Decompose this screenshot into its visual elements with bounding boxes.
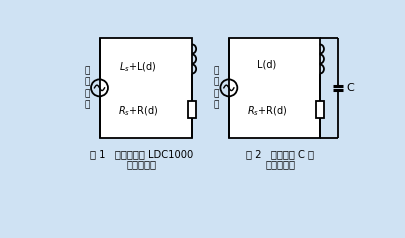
Text: 线圈原理图: 线圈原理图 <box>265 159 295 169</box>
Text: 交
流
电
源: 交 流 电 源 <box>84 67 90 109</box>
Bar <box>188 101 195 118</box>
Text: $R_s$+R(d): $R_s$+R(d) <box>246 105 287 118</box>
Text: L(d): L(d) <box>257 60 276 70</box>
Text: 图 1   产生互感的 LDC1000: 图 1 产生互感的 LDC1000 <box>90 149 193 159</box>
Bar <box>99 38 192 138</box>
Text: 图 2   并联电容 C 后: 图 2 并联电容 C 后 <box>246 149 314 159</box>
Bar <box>315 101 323 118</box>
Text: 交
流
电
源: 交 流 电 源 <box>213 67 219 109</box>
Text: $R_s$+R(d): $R_s$+R(d) <box>118 105 158 118</box>
Text: C: C <box>345 83 353 93</box>
Text: 线圈等效图: 线圈等效图 <box>126 159 156 169</box>
Bar <box>228 38 319 138</box>
Text: $L_s$+L(d): $L_s$+L(d) <box>119 60 157 74</box>
